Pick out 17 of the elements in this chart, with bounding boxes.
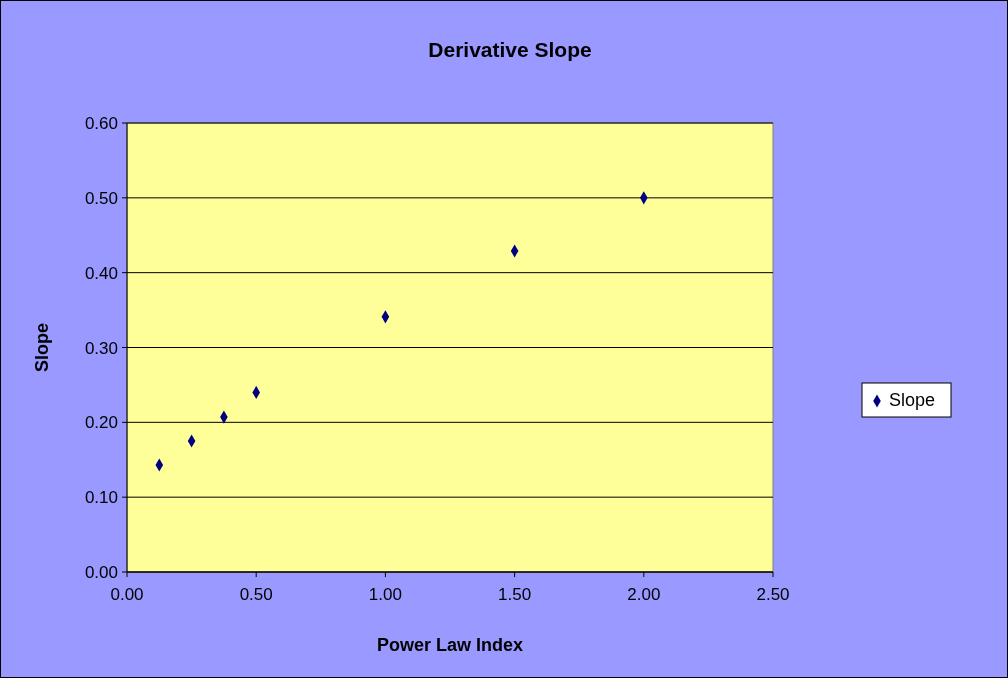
y-tick-label: 0.30: [84, 338, 118, 358]
y-tick-label: 0.50: [84, 188, 118, 208]
y-tick-label: 0.20: [84, 413, 118, 433]
y-tick-label: 0.00: [84, 563, 118, 582]
chart-title: Derivative Slope: [428, 38, 592, 61]
x-tick-label: 2.00: [627, 585, 661, 604]
x-tick-label: 0.00: [110, 585, 144, 604]
y-tick-label: 0.40: [84, 263, 118, 283]
x-tick-label: 0.50: [239, 585, 273, 604]
x-tick-label: 1.00: [368, 585, 402, 604]
y-axis-title: Slope: [32, 322, 52, 373]
legend-label: Slope: [889, 390, 936, 410]
x-tick-label: 1.50: [498, 585, 532, 604]
y-tick-label: 0.10: [84, 488, 118, 508]
x-tick-label: 2.50: [756, 585, 790, 604]
y-tick-label: 0.60: [84, 114, 118, 133]
x-axis-title: Power Law Index: [376, 635, 524, 655]
